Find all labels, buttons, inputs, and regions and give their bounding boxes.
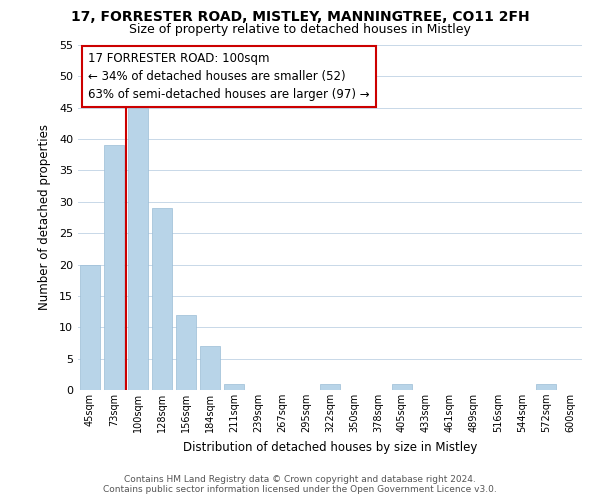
X-axis label: Distribution of detached houses by size in Mistley: Distribution of detached houses by size …	[183, 440, 477, 454]
Bar	[128, 108, 148, 390]
Bar	[152, 208, 172, 390]
Y-axis label: Number of detached properties: Number of detached properties	[38, 124, 50, 310]
Text: 17 FORRESTER ROAD: 100sqm
← 34% of detached houses are smaller (52)
63% of semi-: 17 FORRESTER ROAD: 100sqm ← 34% of detac…	[88, 52, 370, 101]
Text: Contains HM Land Registry data © Crown copyright and database right 2024.
Contai: Contains HM Land Registry data © Crown c…	[103, 474, 497, 494]
Bar	[224, 384, 244, 390]
Bar	[80, 264, 100, 390]
Bar	[536, 384, 556, 390]
Text: 17, FORRESTER ROAD, MISTLEY, MANNINGTREE, CO11 2FH: 17, FORRESTER ROAD, MISTLEY, MANNINGTREE…	[71, 10, 529, 24]
Bar	[392, 384, 412, 390]
Bar	[320, 384, 340, 390]
Bar	[200, 346, 220, 390]
Text: Size of property relative to detached houses in Mistley: Size of property relative to detached ho…	[129, 22, 471, 36]
Bar	[104, 146, 124, 390]
Bar	[176, 314, 196, 390]
